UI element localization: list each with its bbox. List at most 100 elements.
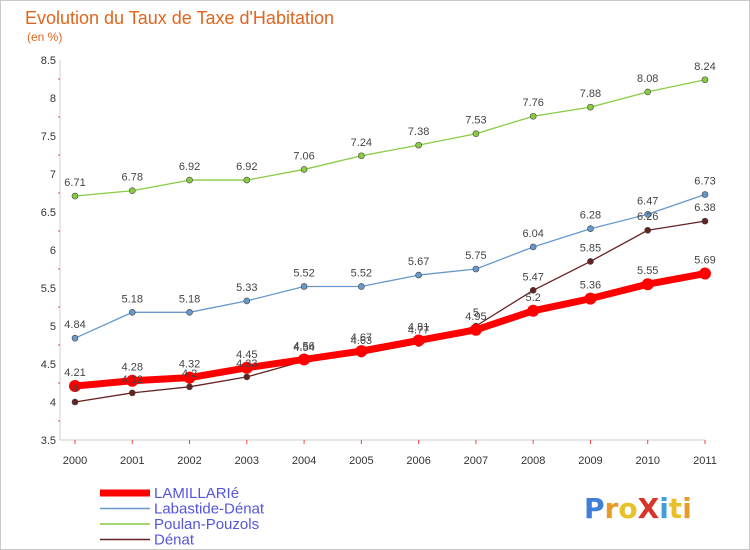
data-label: 5.2	[526, 292, 541, 304]
data-label: 4.77	[408, 324, 429, 336]
data-point	[243, 373, 251, 381]
data-point	[300, 166, 308, 173]
data-point	[587, 258, 594, 265]
chart-subtitle: (en %)	[27, 30, 62, 44]
data-point	[412, 334, 425, 347]
data-label: 7.53	[465, 115, 486, 127]
data-label: 4	[72, 383, 78, 395]
y-tick-label: 3.5	[41, 435, 56, 447]
data-point	[186, 176, 193, 184]
data-label: 5.36	[580, 280, 601, 292]
y-tick-label: 8	[50, 93, 56, 105]
data-point	[587, 225, 594, 233]
data-point	[587, 103, 594, 111]
x-tick-label: 2011	[693, 455, 717, 467]
y-tick-label: 7	[50, 169, 56, 181]
series-layer	[69, 76, 711, 406]
data-label: 5.67	[408, 256, 429, 268]
data-label: 4.84	[64, 319, 85, 331]
x-tick-label: 2007	[464, 455, 488, 467]
data-point	[472, 265, 480, 273]
data-label: 7.76	[522, 97, 543, 109]
data-point	[128, 309, 136, 316]
data-label: 6.92	[179, 161, 200, 173]
data-label: 4.67	[351, 332, 372, 344]
data-label: 7.38	[408, 126, 429, 138]
legend-label: Labastide-Dénat	[154, 501, 265, 518]
x-tick-label: 2000	[63, 455, 87, 467]
data-point	[243, 297, 251, 305]
y-tick-label: 6.5	[41, 207, 56, 219]
data-label: 4.32	[179, 359, 200, 371]
data-label: 5.55	[637, 265, 658, 277]
data-point	[128, 187, 136, 195]
y-tick-label: 8.5	[41, 55, 56, 67]
data-point	[641, 278, 654, 291]
data-label: 5.52	[351, 267, 372, 279]
x-tick-label: 2006	[406, 455, 430, 467]
series-line	[74, 79, 706, 197]
data-label: 6.73	[694, 176, 715, 188]
data-point	[358, 152, 365, 160]
x-tick-label: 2004	[292, 455, 316, 467]
series-line	[71, 270, 709, 390]
data-label: 7.24	[351, 137, 372, 149]
data-point	[71, 398, 79, 406]
data-label: 5.75	[465, 250, 486, 262]
data-label: 4.2	[182, 368, 197, 380]
data-label: 5	[473, 307, 479, 319]
data-point	[183, 371, 196, 384]
data-point	[71, 334, 79, 342]
y-tick-label: 5	[50, 321, 56, 333]
y-tick-label: 4	[50, 397, 56, 409]
data-point	[415, 271, 422, 279]
data-label: 5.85	[580, 242, 601, 254]
data-point	[240, 361, 253, 374]
data-point	[415, 141, 422, 149]
data-point	[644, 210, 652, 218]
data-point	[701, 217, 709, 225]
data-label: 5.33	[236, 282, 257, 294]
data-point	[358, 283, 365, 290]
data-label: 4.28	[122, 362, 143, 374]
data-point	[186, 309, 193, 316]
data-labels: 4.21 4.28 4.32 4.45 4.56 4.67 4.81 4.95 5.2 5.36 5…	[64, 61, 715, 395]
proxiti-logo: ProXiti	[584, 492, 692, 525]
data-label: 6.47	[637, 195, 658, 207]
data-label: 4.45	[236, 349, 257, 361]
data-label: 6.04	[522, 228, 543, 240]
data-point	[128, 389, 136, 397]
data-label: 7.06	[293, 150, 314, 162]
data-point	[469, 323, 482, 336]
x-tick-label: 2005	[349, 455, 373, 467]
data-label: 6.38	[694, 202, 715, 214]
data-point	[699, 267, 711, 280]
y-tick-label: 7.5	[41, 131, 56, 143]
chart-title: Evolution du Taux de Taxe d'Habitation	[25, 8, 334, 28]
data-label: 5.47	[522, 271, 543, 283]
data-label: 6.28	[580, 210, 601, 222]
data-point	[584, 292, 597, 305]
data-label: 4.63	[351, 335, 372, 347]
x-tick-label: 2008	[521, 455, 545, 467]
data-label: 4.95	[465, 311, 486, 323]
data-label: 5.18	[179, 293, 200, 305]
data-label: 6.78	[122, 172, 143, 184]
series-line	[74, 193, 706, 339]
data-label: 5.69	[694, 255, 715, 267]
data-point	[644, 226, 652, 234]
data-point	[701, 191, 709, 198]
data-point	[701, 76, 709, 84]
x-tick-label: 2003	[235, 455, 259, 467]
legend: LAMILLARIéLabastide-DénatPoulan-PouzolsD…	[100, 485, 265, 549]
x-tick-label: 2010	[635, 455, 659, 467]
data-point	[472, 130, 480, 138]
data-label: 6.71	[64, 177, 85, 189]
data-label: 4.33	[236, 358, 257, 370]
data-point	[300, 283, 308, 290]
data-point	[243, 176, 251, 184]
data-label: 6.26	[637, 211, 658, 223]
data-label: 4.21	[64, 367, 85, 379]
data-point	[529, 286, 537, 294]
data-point	[126, 374, 139, 387]
